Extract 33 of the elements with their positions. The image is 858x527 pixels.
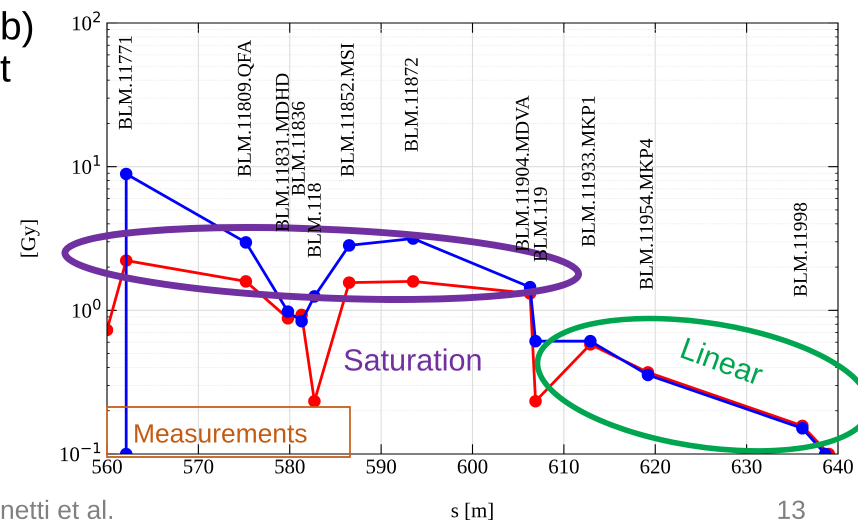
annotation: BLM.11852.MSI	[340, 43, 354, 176]
annotation: BLM.118	[308, 183, 321, 258]
text: b)	[2, 11, 32, 48]
text: netti et al.	[2, 500, 112, 520]
x-tick-label: 610	[549, 459, 579, 474]
text: 13	[778, 500, 805, 520]
x-axis-title: s [m]	[452, 502, 493, 520]
annotation: BLM.11836	[292, 102, 305, 196]
x-tick-label: 580	[275, 459, 305, 474]
text: t	[0, 56, 11, 82]
x-tick-label: 590	[366, 459, 396, 474]
y-tick-label: 10$^{0}$	[72, 298, 100, 318]
annotation: BLM.11998	[794, 202, 807, 296]
y-tick-label: 10$^{2}$	[72, 11, 100, 30]
y-axis-title: [Gy]	[20, 220, 40, 257]
x-tick-label: 640	[823, 459, 853, 474]
annotation: BLM.11809.QFA	[238, 40, 254, 176]
y-tick-label: 10$^{1}$	[72, 155, 100, 174]
x-tick-label: 600	[458, 459, 488, 474]
annotation: Linear	[680, 336, 766, 386]
annotation: Measurements	[135, 424, 307, 443]
x-tick-label: 630	[732, 459, 762, 474]
annotation: BLM.11831.MDHD	[276, 74, 289, 232]
annotation: Saturation	[344, 348, 481, 371]
annotation: BLM.11872	[404, 58, 418, 152]
annotation: BLM.119	[534, 187, 547, 262]
x-tick-label: 560	[92, 459, 122, 474]
x-tick-label: 620	[640, 459, 670, 474]
annotation: BLM.11771	[118, 36, 132, 130]
annotation: BLM.11904.MDVA	[516, 95, 529, 252]
x-tick-label: 570	[184, 459, 214, 474]
annotation: BLM.11954.MKP4	[640, 138, 653, 290]
annotation: BLM.11933.MKP1	[582, 96, 595, 246]
